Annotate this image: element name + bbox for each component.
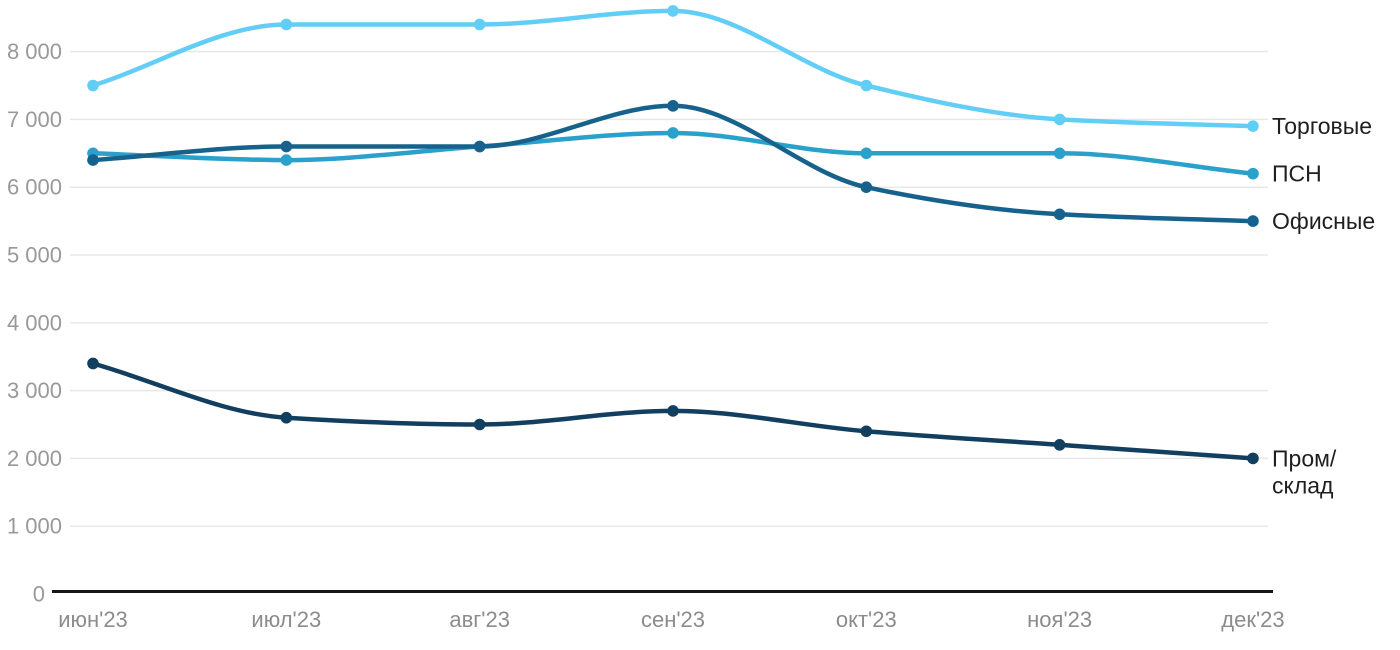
x-axis-tick-label: авг'23 xyxy=(449,607,510,632)
data-point-s2-4 xyxy=(860,147,873,160)
data-point-s3-0 xyxy=(87,154,99,166)
y-axis-tick-label: 8 000 xyxy=(7,39,62,64)
data-point-s3-5 xyxy=(1053,208,1066,221)
data-point-s3-6 xyxy=(1247,215,1259,227)
series-line-2 xyxy=(90,130,1256,176)
y-axis-tick-label: 7 000 xyxy=(7,107,62,132)
series-end-label-1: Торговые xyxy=(1272,113,1372,139)
series-end-label-2: ПСН xyxy=(1272,161,1322,187)
data-point-s1-1 xyxy=(280,18,293,31)
data-point-s3-4 xyxy=(860,181,873,193)
data-point-s4-2 xyxy=(473,418,486,431)
data-point-s4-6 xyxy=(1247,452,1259,465)
data-point-s1-2 xyxy=(473,18,486,31)
data-point-s2-6 xyxy=(1247,167,1259,180)
data-point-s4-0 xyxy=(87,357,99,370)
x-axis-tick-label: дек'23 xyxy=(1221,607,1284,632)
data-point-s3-2 xyxy=(473,140,486,153)
x-axis-tick-label: июл'23 xyxy=(251,607,321,632)
y-axis-tick-label: 6 000 xyxy=(7,175,62,200)
data-point-s1-4 xyxy=(860,79,873,92)
data-point-s2-3 xyxy=(667,127,679,139)
y-axis-tick-label: 1 000 xyxy=(7,514,62,539)
data-point-s3-1 xyxy=(280,140,293,153)
series-line-3 xyxy=(90,103,1256,224)
y-axis-tick-label: 4 000 xyxy=(7,310,62,335)
series-end-label-3: Офисные xyxy=(1272,208,1375,234)
data-point-s1-0 xyxy=(87,79,99,92)
series-end-label-4: Пром/ xyxy=(1272,445,1337,471)
data-point-s4-5 xyxy=(1053,439,1066,451)
data-point-s3-3 xyxy=(667,100,679,112)
x-axis-tick-label: сен'23 xyxy=(641,607,705,632)
x-axis-tick-label: июн'23 xyxy=(58,607,128,632)
data-point-s1-3 xyxy=(667,5,679,17)
data-point-s2-5 xyxy=(1053,147,1066,160)
y-axis-tick-label: 5 000 xyxy=(7,243,62,268)
y-axis-tick-label: 0 xyxy=(33,582,45,607)
data-point-s4-4 xyxy=(860,425,873,438)
data-point-s4-3 xyxy=(667,405,679,417)
x-axis-tick-label: ноя'23 xyxy=(1027,607,1092,632)
data-point-s1-5 xyxy=(1053,113,1066,126)
x-axis-tick-label: окт'23 xyxy=(836,607,897,632)
data-point-s1-6 xyxy=(1247,120,1259,132)
y-axis-tick-label: 2 000 xyxy=(7,446,62,471)
series-end-label-4: склад xyxy=(1272,472,1334,498)
data-point-s4-1 xyxy=(280,411,293,424)
y-axis-tick-label: 3 000 xyxy=(7,378,62,403)
data-point-s2-1 xyxy=(280,154,293,166)
